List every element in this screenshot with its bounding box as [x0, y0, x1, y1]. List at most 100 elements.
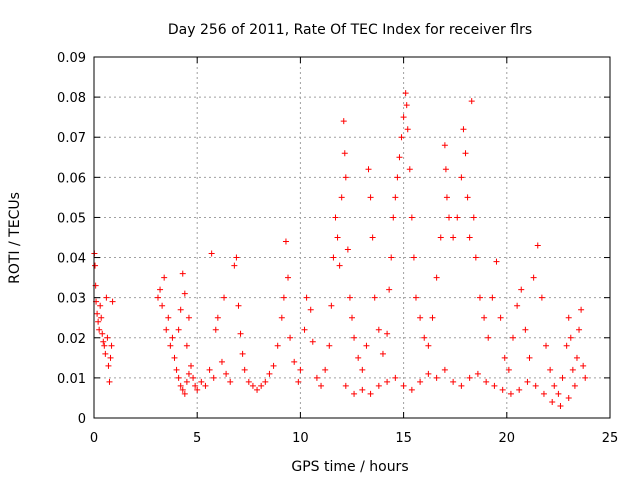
data-point [355, 354, 362, 361]
data-point [472, 254, 479, 261]
data-point [322, 366, 329, 373]
data-point [341, 150, 348, 157]
data-point [375, 326, 382, 333]
data-point [280, 294, 287, 301]
data-point [532, 382, 539, 389]
data-point [540, 390, 547, 397]
data-point [103, 294, 110, 301]
data-point [359, 366, 366, 373]
data-point [571, 382, 578, 389]
data-point [92, 262, 99, 269]
data-point [534, 242, 541, 249]
data-point [351, 390, 358, 397]
data-point [313, 374, 320, 381]
data-point [214, 314, 221, 321]
x-tick-label: 25 [602, 431, 619, 446]
data-point [443, 194, 450, 201]
data-point [245, 378, 252, 385]
data-point [188, 362, 195, 369]
data-point [340, 118, 347, 125]
data-point [223, 370, 230, 377]
data-point [212, 326, 219, 333]
data-point [394, 174, 401, 181]
data-point [185, 370, 192, 377]
data-point [206, 366, 213, 373]
x-tick-label: 15 [395, 431, 412, 446]
y-tick-label: 0.01 [57, 372, 86, 387]
data-point [522, 326, 529, 333]
plot-frame [93, 56, 611, 419]
data-point [330, 254, 337, 261]
data-point [282, 238, 289, 245]
data-point [514, 302, 521, 309]
data-point [334, 234, 341, 241]
data-point [417, 378, 424, 385]
data-point [569, 366, 576, 373]
data-point [406, 166, 413, 173]
x-tick-label: 20 [499, 431, 516, 446]
data-point [441, 366, 448, 373]
data-point [165, 314, 172, 321]
data-point [402, 90, 409, 97]
data-point [104, 334, 111, 341]
data-point [175, 374, 182, 381]
data-point [578, 306, 585, 313]
data-point [501, 354, 508, 361]
data-point [516, 386, 523, 393]
data-point [190, 374, 197, 381]
data-point [173, 366, 180, 373]
data-point [161, 274, 168, 281]
data-point [342, 382, 349, 389]
data-point [295, 378, 302, 385]
data-point [425, 342, 432, 349]
data-point [386, 286, 393, 293]
data-point [167, 342, 174, 349]
data-point [437, 234, 444, 241]
data-point [450, 378, 457, 385]
grid-lines [94, 57, 610, 418]
data-point [274, 342, 281, 349]
x-axis-ticks: 0 5 10 15 20 25 [90, 57, 618, 446]
data-point [481, 314, 488, 321]
data-point [249, 382, 256, 389]
data-point [163, 326, 170, 333]
data-point [102, 350, 109, 357]
data-point [499, 386, 506, 393]
y-tick-label: 0.06 [57, 171, 86, 186]
data-point [181, 290, 188, 297]
data-point [565, 394, 572, 401]
data-point [338, 194, 345, 201]
y-tick-label: 0.09 [57, 51, 86, 66]
data-point [576, 326, 583, 333]
data-point [270, 362, 277, 369]
data-point [221, 294, 228, 301]
x-tick-label: 0 [90, 431, 98, 446]
data-point [573, 354, 580, 361]
data-point [349, 314, 355, 321]
data-point [109, 298, 116, 305]
data-point [489, 294, 496, 301]
data-point [466, 374, 473, 381]
y-tick-label: 0.02 [57, 332, 86, 347]
data-point [237, 330, 244, 337]
data-point [198, 378, 205, 385]
data-point [563, 342, 570, 349]
data-point [412, 294, 419, 301]
data-point [332, 214, 339, 221]
data-point [96, 326, 103, 333]
data-point [183, 342, 190, 349]
data-point [526, 354, 533, 361]
data-point [476, 294, 483, 301]
data-point [442, 166, 449, 173]
data-point [425, 370, 432, 377]
data-point [101, 342, 108, 349]
data-point [359, 386, 366, 393]
data-point [208, 250, 215, 257]
data-point [483, 378, 490, 385]
data-point [309, 338, 316, 345]
data-point [404, 126, 411, 133]
data-point [551, 382, 558, 389]
data-point [454, 214, 461, 221]
data-point [307, 306, 314, 313]
